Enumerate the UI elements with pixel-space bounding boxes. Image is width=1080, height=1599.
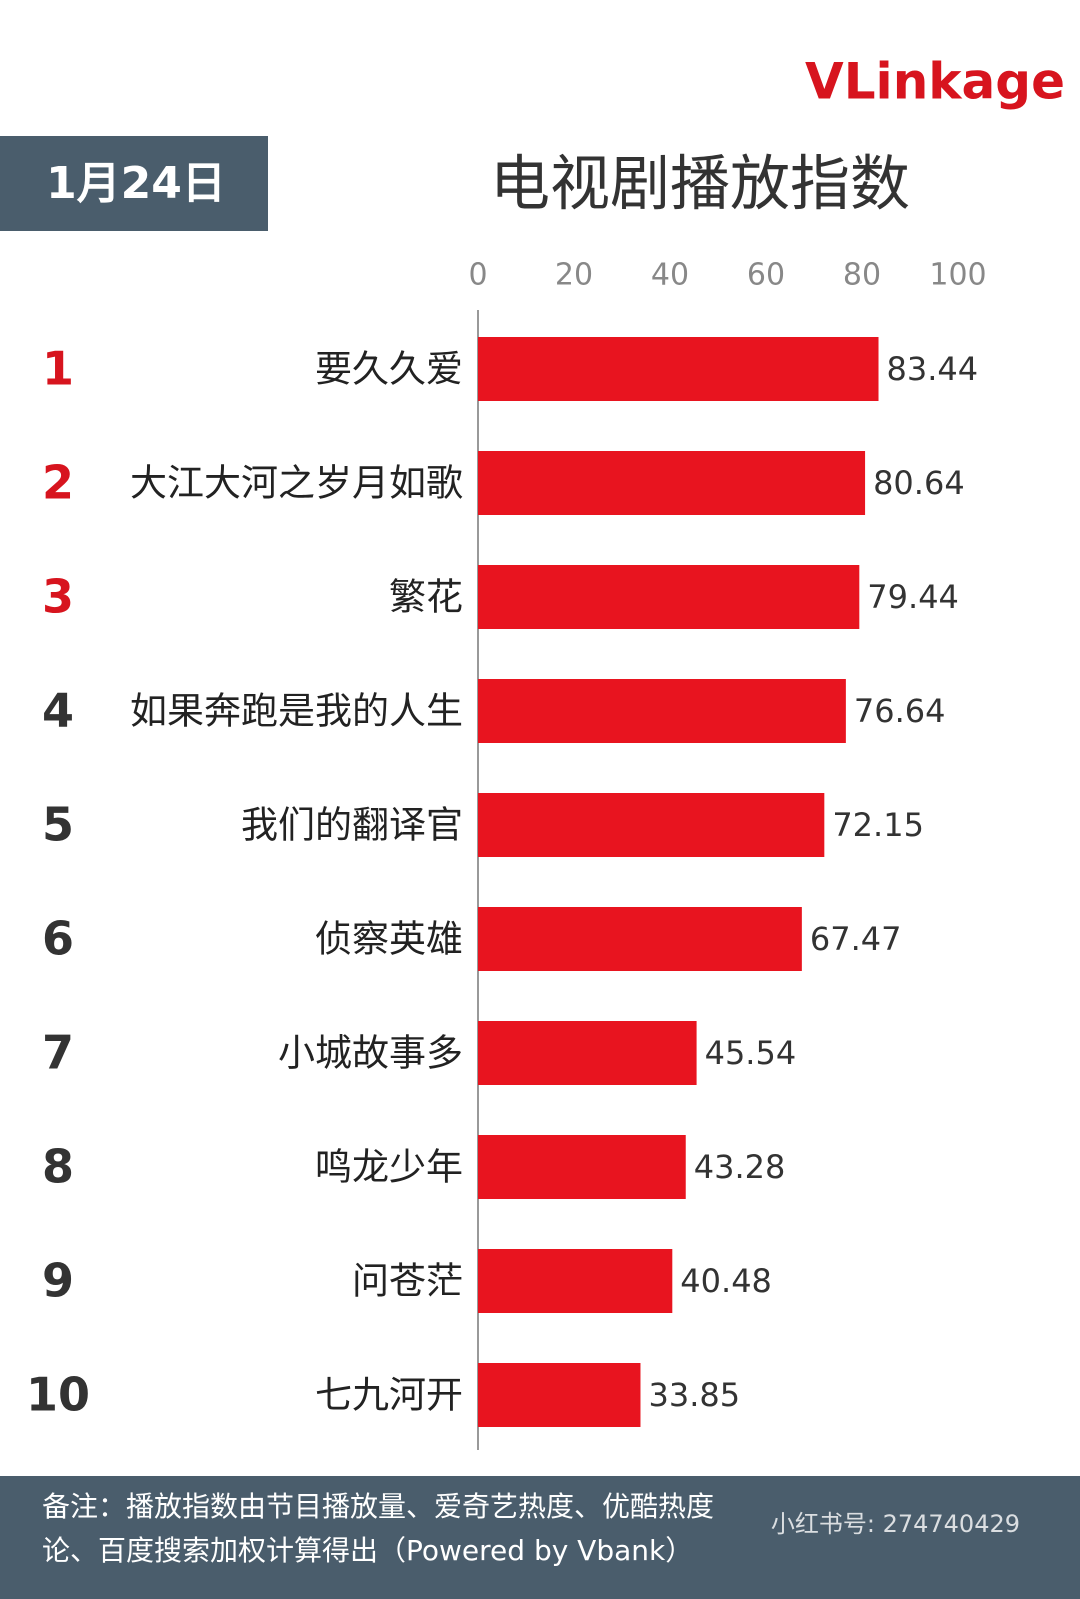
- rank: 7: [42, 1026, 74, 1080]
- value-label: 33.85: [648, 1376, 740, 1414]
- bar: [478, 1135, 686, 1199]
- rank: 8: [42, 1140, 74, 1194]
- bar: [478, 1363, 641, 1427]
- rank: 10: [26, 1368, 90, 1422]
- date-badge: [0, 136, 268, 231]
- x-tick-label: 0: [468, 258, 487, 293]
- bar: [478, 565, 860, 629]
- rank: 9: [42, 1254, 74, 1308]
- footer-note: 备注：播放指数由节目播放量、爱奇艺热度、优酷热度: [42, 1490, 714, 1523]
- value-label: 45.54: [705, 1034, 797, 1072]
- x-tick-label: 20: [555, 258, 593, 293]
- value-label: 76.64: [854, 692, 946, 730]
- rank: 5: [42, 798, 74, 852]
- footer-note: 论、百度搜索加权计算得出（Powered by Vbank）: [42, 1534, 693, 1567]
- value-label: 67.47: [810, 920, 902, 958]
- value-label: 80.64: [873, 464, 965, 502]
- date: 1月24日: [46, 158, 226, 209]
- rank: 1: [42, 342, 74, 396]
- category-label: 如果奔跑是我的人生: [130, 690, 463, 733]
- value-label: 79.44: [867, 578, 959, 616]
- bar: [478, 337, 879, 401]
- rank: 6: [42, 912, 74, 966]
- bar: [478, 679, 846, 743]
- logo: VLinkage: [805, 53, 1065, 111]
- footer-band: [0, 1476, 1080, 1599]
- value-label: 83.44: [887, 350, 979, 388]
- value-label: 72.15: [832, 806, 924, 844]
- category-label: 鸣龙少年: [315, 1146, 463, 1189]
- category-label: 要久久爱: [315, 348, 463, 391]
- category-label: 繁花: [389, 576, 463, 619]
- category-label: 大江大河之岁月如歌: [130, 462, 463, 505]
- value-label: 40.48: [680, 1262, 772, 1300]
- category-label: 问苍茫: [352, 1260, 463, 1303]
- x-tick-label: 60: [747, 258, 785, 293]
- bar: [478, 793, 825, 857]
- x-tick-label: 40: [651, 258, 689, 293]
- bar: [478, 451, 866, 515]
- x-tick-label: 80: [843, 258, 881, 293]
- bar: [478, 1249, 673, 1313]
- bar: [478, 907, 802, 971]
- rank: 4: [42, 684, 74, 738]
- rank: 3: [42, 570, 74, 624]
- category-label: 我们的翻译官: [241, 804, 463, 847]
- chart-title: 电视剧播放指数: [490, 150, 910, 220]
- bar: [478, 1021, 697, 1085]
- rank: 2: [42, 456, 74, 510]
- x-tick-label: 100: [929, 258, 986, 293]
- category-label: 七九河开: [315, 1374, 463, 1417]
- value-label: 43.28: [694, 1148, 786, 1186]
- category-label: 侦察英雄: [315, 918, 463, 961]
- watermark: 小红书号: 274740429: [771, 1510, 1020, 1538]
- category-label: 小城故事多: [278, 1032, 463, 1075]
